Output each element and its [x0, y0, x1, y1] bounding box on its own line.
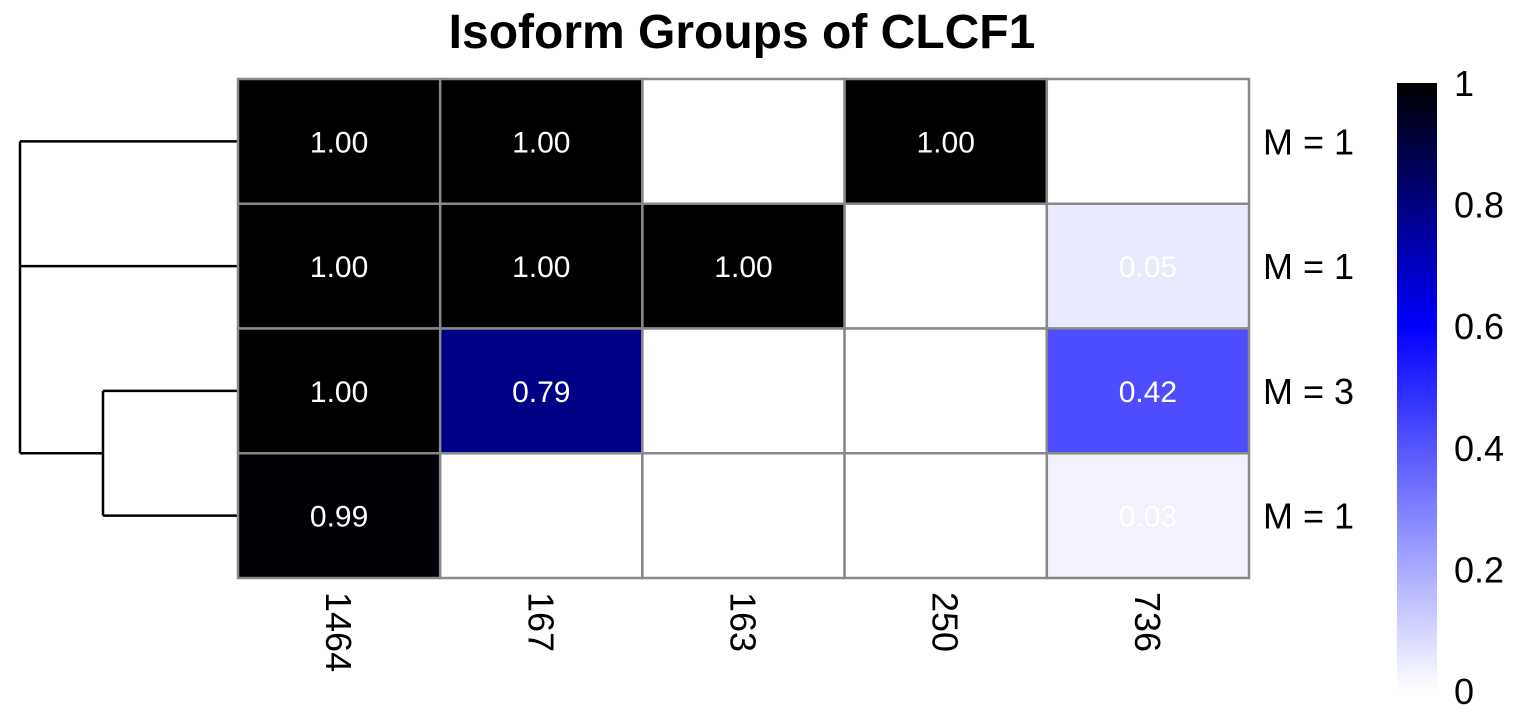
heatmap-cell-r3-c4 — [1045, 452, 1251, 580]
column-label: 163 — [723, 592, 764, 652]
heatmap-cell-r1-c0 — [236, 202, 442, 330]
heatmap-cell-r0-c1 — [438, 77, 644, 205]
cell-value-label: 0.03 — [1119, 501, 1177, 534]
column-labels: 1464 167 163 250 736 — [318, 592, 1168, 672]
cell-value-label: 0.79 — [512, 376, 570, 409]
heatmap-cell-r2-c4 — [1045, 327, 1251, 455]
heatmap-cell-r1-c2 — [641, 202, 846, 330]
heatmap-cell-r3-c2 — [641, 452, 846, 580]
cell-value-label: 1.00 — [917, 126, 975, 159]
heatmap-cell-r1-c1 — [438, 202, 644, 330]
row-label: M = 1 — [1263, 121, 1354, 162]
cell-value-label: 1.00 — [310, 376, 368, 409]
cell-value-label: 0.42 — [1119, 376, 1177, 409]
cell-value-label: 1.00 — [512, 251, 570, 284]
row-labels: M = 1 M = 1 M = 3 M = 1 — [1263, 121, 1354, 536]
row-label: M = 1 — [1263, 246, 1354, 287]
chart-title: Isoform Groups of CLCF1 — [449, 6, 1036, 59]
legend-tick-label: 0.2 — [1454, 549, 1504, 590]
column-label: 167 — [520, 592, 561, 652]
column-label: 250 — [925, 592, 966, 652]
column-label: 1464 — [318, 592, 359, 672]
row-label: M = 1 — [1263, 496, 1354, 537]
row-label: M = 3 — [1263, 371, 1354, 412]
color-legend: 1 0.8 0.6 0.4 0.2 0 — [1397, 63, 1504, 712]
row-dendrogram — [18, 140, 238, 517]
column-label: 736 — [1127, 592, 1168, 652]
heatmap-cells: 1.00 1.00 1.00 1.00 1.00 1.00 0.05 1.00 0.79 0.42… — [236, 77, 1251, 580]
cell-value-label: 1.00 — [310, 251, 368, 284]
heatmap-cell-r0-c2 — [641, 77, 846, 205]
cell-value-label: 0.99 — [310, 501, 368, 534]
heatmap-cell-r0-c4 — [1045, 77, 1251, 205]
heatmap-cell-r3-c3 — [843, 452, 1049, 580]
cell-value-label: 1.00 — [714, 251, 772, 284]
legend-tick-label: 1 — [1454, 63, 1474, 104]
heatmap-cell-r1-c3 — [843, 202, 1049, 330]
legend-tick-label: 0 — [1454, 671, 1474, 712]
legend-tick-label: 0.4 — [1454, 428, 1504, 469]
heatmap-cell-r3-c0 — [236, 452, 442, 580]
heatmap-cell-r1-c4 — [1045, 202, 1251, 330]
heatmap-cell-r2-c2 — [641, 327, 846, 455]
legend-tick-label: 0.8 — [1454, 185, 1504, 226]
legend-tick-label: 0.6 — [1454, 306, 1504, 347]
heatmap-cell-r3-c1 — [438, 452, 644, 580]
cell-value-label: 1.00 — [512, 126, 570, 159]
cell-value-label: 0.05 — [1119, 251, 1177, 284]
heatmap-cell-r2-c3 — [843, 327, 1049, 455]
heatmap-cell-r0-c3 — [843, 77, 1049, 205]
legend-color-bar — [1397, 83, 1437, 691]
cell-value-label: 1.00 — [310, 126, 368, 159]
